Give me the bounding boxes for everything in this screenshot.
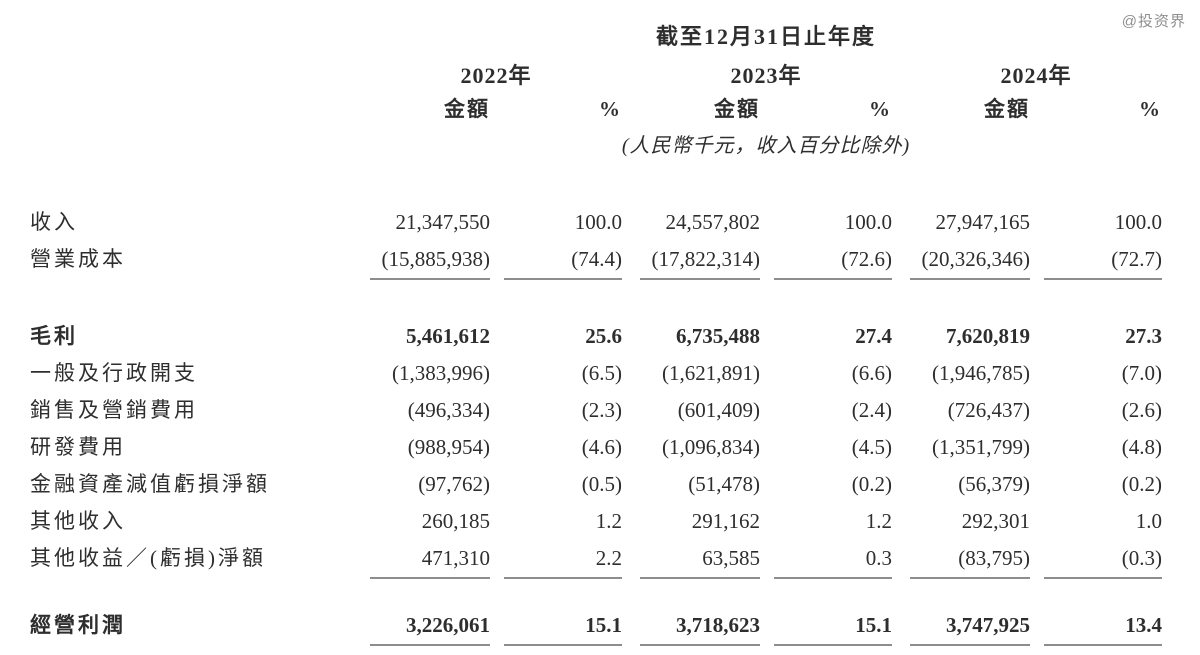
amount-2023: (1,096,834) <box>662 435 760 459</box>
amount-header-2023: 金額 <box>714 97 760 121</box>
percent-2024: (2.6) <box>1121 398 1162 422</box>
year-header-2024: 2024年 <box>1000 63 1072 88</box>
amount-2022: 3,226,061 <box>370 607 490 646</box>
percent-2024: 1.0 <box>1135 509 1162 533</box>
percent-2022: (0.5) <box>581 472 622 496</box>
year-header-2023: 2023年 <box>730 63 802 88</box>
table-row-selling-marketing-expenses: 銷售及營銷費用 (496,334) (2.3) (601,409) (2.4) … <box>30 392 1200 429</box>
percent-2023: 1.2 <box>865 509 892 533</box>
amount-2024: 3,747,925 <box>910 607 1030 646</box>
percent-2024: (72.7) <box>1044 241 1162 280</box>
amount-2023: (17,822,314) <box>640 241 760 280</box>
percent-2023: 0.3 <box>774 540 892 579</box>
amount-2023: 6,735,488 <box>676 324 760 348</box>
row-label: 毛利 <box>30 324 78 348</box>
percent-2022: (2.3) <box>581 398 622 422</box>
amount-2024: 7,620,819 <box>946 324 1030 348</box>
amount-2022: (97,762) <box>418 472 490 496</box>
row-label: 金融資產減值虧損淨額 <box>30 472 270 496</box>
row-label: 銷售及營銷費用 <box>30 398 198 422</box>
percent-2022: 100.0 <box>574 210 622 234</box>
amount-2022: 5,461,612 <box>406 324 490 348</box>
table-header-subcolumns: 金額 % 金額 % 金額 % <box>30 94 1200 124</box>
row-label: 營業成本 <box>30 247 126 271</box>
amount-2022: 260,185 <box>421 509 490 533</box>
table-row-other-income: 其他收入 260,185 1.2 291,162 1.2 292,301 1.0 <box>30 503 1200 540</box>
amount-2024: (1,351,799) <box>932 435 1030 459</box>
table-header-years: 2022年 2023年 2024年 <box>30 62 1200 90</box>
percent-header-2024: % <box>1139 97 1162 121</box>
amount-2022: (15,885,938) <box>370 241 490 280</box>
table-row-cost-of-sales: 營業成本 (15,885,938) (74.4) (17,822,314) (7… <box>30 241 1200 280</box>
table-row-rd-expenses: 研發費用 (988,954) (4.6) (1,096,834) (4.5) (… <box>30 429 1200 466</box>
percent-2022: 15.1 <box>504 607 622 646</box>
row-label: 其他收入 <box>30 509 126 533</box>
table-row-general-admin-expenses: 一般及行政開支 (1,383,996) (6.5) (1,621,891) (6… <box>30 355 1200 392</box>
unit-note: (人民幣千元，收入百分比除外) <box>621 135 911 157</box>
amount-2024: (20,326,346) <box>910 241 1030 280</box>
amount-2023: (51,478) <box>688 472 760 496</box>
percent-2022: 1.2 <box>595 509 622 533</box>
percent-2023: (4.5) <box>851 435 892 459</box>
table-row-impairment-losses-financial-assets: 金融資產減值虧損淨額 (97,762) (0.5) (51,478) (0.2)… <box>30 466 1200 503</box>
percent-2024: (7.0) <box>1121 361 1162 385</box>
row-label: 一般及行政開支 <box>30 361 198 385</box>
period-title: 截至12月31日止年度 <box>655 24 876 49</box>
row-label: 研發費用 <box>30 435 126 459</box>
amount-header-2024: 金額 <box>984 97 1030 121</box>
amount-header-2022: 金額 <box>444 97 490 121</box>
percent-2024: 27.3 <box>1125 324 1162 348</box>
percent-2023: (2.4) <box>851 398 892 422</box>
percent-2022: (4.6) <box>581 435 622 459</box>
percent-2024: (0.3) <box>1044 540 1162 579</box>
table-header-period: 截至12月31日止年度 <box>30 22 1200 52</box>
percent-2023: (72.6) <box>774 241 892 280</box>
amount-2022: 471,310 <box>370 540 490 579</box>
amount-2024: 292,301 <box>961 509 1030 533</box>
amount-2024: 27,947,165 <box>935 210 1031 234</box>
percent-2024: (4.8) <box>1121 435 1162 459</box>
percent-2022: (6.5) <box>581 361 622 385</box>
amount-2023: 63,585 <box>640 540 760 579</box>
percent-2024: 13.4 <box>1044 607 1162 646</box>
table-row-revenue: 收入 21,347,550 100.0 24,557,802 100.0 27,… <box>30 204 1200 241</box>
percent-2022: (74.4) <box>504 241 622 280</box>
percent-2024: (0.2) <box>1121 472 1162 496</box>
amount-2024: (1,946,785) <box>932 361 1030 385</box>
row-label: 經營利潤 <box>30 613 126 637</box>
table-row-other-gains-losses-net: 其他收益／(虧損)淨額 471,310 2.2 63,585 0.3 (83,7… <box>30 540 1200 579</box>
percent-header-2023: % <box>869 97 892 121</box>
amount-2022: 21,347,550 <box>395 210 491 234</box>
table-row-gross-profit: 毛利 5,461,612 25.6 6,735,488 27.4 7,620,8… <box>30 318 1200 355</box>
percent-header-2022: % <box>599 97 622 121</box>
row-label: 收入 <box>30 210 78 234</box>
amount-2024: (56,379) <box>958 472 1030 496</box>
amount-2024: (726,437) <box>947 398 1030 422</box>
year-header-2022: 2022年 <box>460 63 532 88</box>
amount-2023: 3,718,623 <box>640 607 760 646</box>
amount-2022: (988,954) <box>407 435 490 459</box>
table-unit-note-row: (人民幣千元，收入百分比除外) <box>30 132 1200 160</box>
amount-2024: (83,795) <box>910 540 1030 579</box>
amount-2023: 291,162 <box>691 509 760 533</box>
amount-2023: (601,409) <box>677 398 760 422</box>
percent-2022: 2.2 <box>504 540 622 579</box>
row-label: 其他收益／(虧損)淨額 <box>30 546 266 570</box>
table-row-operating-profit: 經營利潤 3,226,061 15.1 3,718,623 15.1 3,747… <box>30 607 1200 646</box>
percent-2024: 100.0 <box>1114 210 1162 234</box>
percent-2023: 100.0 <box>844 210 892 234</box>
percent-2023: (6.6) <box>851 361 892 385</box>
percent-2023: (0.2) <box>851 472 892 496</box>
percent-2023: 27.4 <box>855 324 892 348</box>
watermark: @投资界 <box>1121 13 1186 30</box>
amount-2023: (1,621,891) <box>662 361 760 385</box>
amount-2022: (1,383,996) <box>392 361 490 385</box>
percent-2022: 25.6 <box>585 324 622 348</box>
percent-2023: 15.1 <box>774 607 892 646</box>
amount-2023: 24,557,802 <box>665 210 761 234</box>
amount-2022: (496,334) <box>407 398 490 422</box>
